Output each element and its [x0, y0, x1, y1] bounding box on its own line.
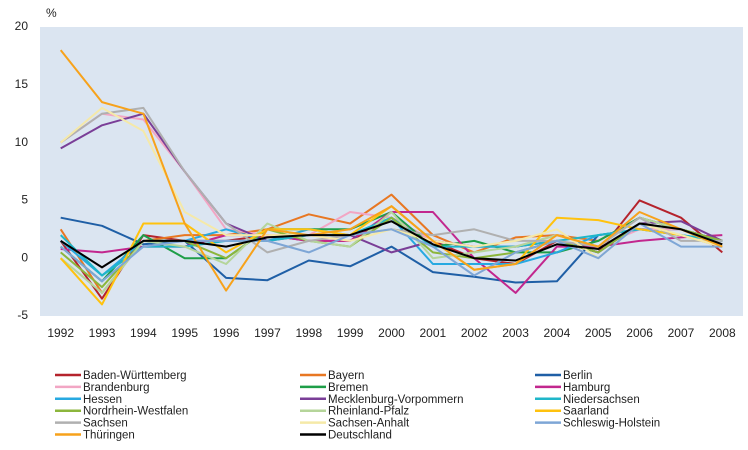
- legend-label: Brandenburg: [83, 382, 150, 394]
- x-tick-label: 2005: [585, 326, 612, 340]
- plot-area: [40, 27, 743, 316]
- legend-label: Niedersachsen: [563, 394, 640, 406]
- legend-label: Nordrhein-Westfalen: [83, 406, 188, 418]
- legend-label: Hessen: [83, 394, 122, 406]
- legend-label: Sachsen-Anhalt: [328, 418, 410, 430]
- y-tick-label: 15: [15, 77, 29, 91]
- legend-label: Schleswig-Holstein: [563, 418, 660, 430]
- x-tick-label: 2006: [626, 326, 653, 340]
- x-tick-label: 1992: [47, 326, 74, 340]
- series-line: [60, 220, 723, 269]
- legend-label: Saarland: [563, 406, 609, 418]
- x-tick-label: 1994: [130, 326, 157, 340]
- x-tick-label: 1996: [213, 326, 240, 340]
- y-tick-label: 20: [15, 19, 29, 33]
- legend-label: Baden-Württemberg: [83, 370, 187, 382]
- legend-label: Mecklenburg-Vorpommern: [328, 394, 464, 406]
- legend-label: Deutschland: [328, 430, 392, 442]
- series-line: [59, 49, 723, 292]
- legend-label: Thüringen: [83, 430, 135, 442]
- y-tick-label: 5: [21, 193, 28, 207]
- legend-label: Bremen: [328, 382, 368, 394]
- x-tick-label: 1999: [337, 326, 364, 340]
- legend-label: Sachsen: [83, 418, 128, 430]
- x-tick-label: 1993: [89, 326, 116, 340]
- x-tick-label: 2008: [709, 326, 736, 340]
- legend-label: Berlin: [563, 370, 592, 382]
- x-tick-label: 2000: [378, 326, 405, 340]
- y-tick-label: 0: [21, 250, 28, 264]
- legend-label: Hamburg: [563, 382, 610, 394]
- y-tick-label: 10: [15, 135, 29, 149]
- y-axis-label: %: [46, 6, 57, 20]
- legend-label: Bayern: [328, 370, 364, 382]
- x-tick-label: 2007: [668, 326, 695, 340]
- x-tick-label: 2001: [420, 326, 447, 340]
- y-tick-label: -5: [17, 308, 28, 322]
- x-tick-label: 1998: [295, 326, 322, 340]
- x-tick-label: 2003: [502, 326, 529, 340]
- x-tick-label: 2002: [461, 326, 488, 340]
- series-line: [60, 222, 723, 283]
- x-tick-label: 1997: [254, 326, 281, 340]
- x-tick-label: 1995: [171, 326, 198, 340]
- legend-label: Rheinland-Pfalz: [328, 406, 409, 418]
- x-tick-label: 2004: [544, 326, 571, 340]
